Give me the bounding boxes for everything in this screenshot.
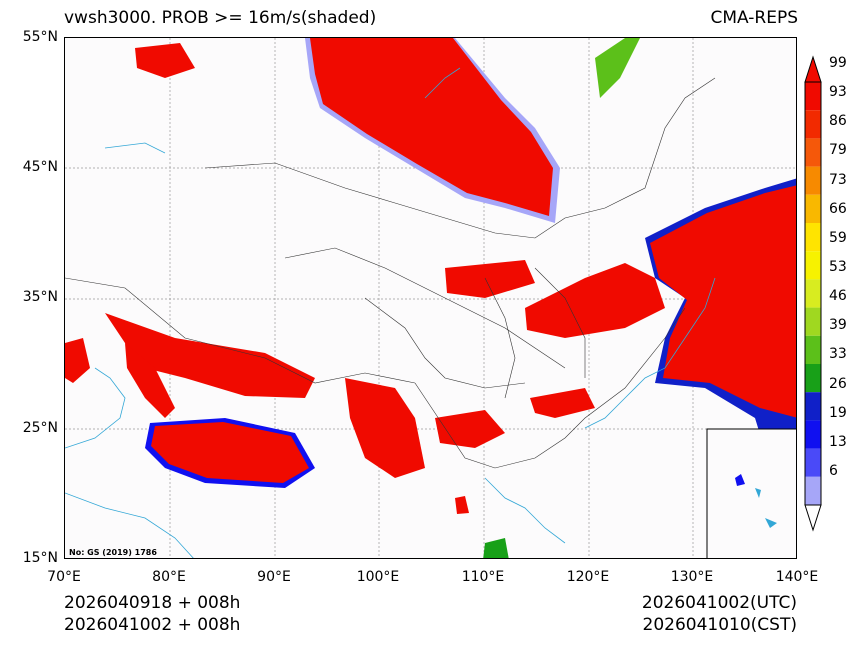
colorbar-label: 46 bbox=[829, 288, 847, 304]
lon-label: 110°E bbox=[461, 569, 505, 585]
lon-label: 70°E bbox=[47, 569, 81, 585]
colorbar-cell bbox=[805, 138, 821, 167]
colorbar-label: 39 bbox=[829, 317, 847, 333]
colorbar-label: 19 bbox=[829, 405, 847, 421]
colorbar-cell bbox=[805, 194, 821, 223]
colorbar-label: 33 bbox=[829, 346, 847, 362]
colorbar-cell bbox=[805, 335, 821, 364]
colorbar-label: 79 bbox=[829, 142, 847, 158]
lon-label: 80°E bbox=[152, 569, 186, 585]
colorbar-cell bbox=[805, 110, 821, 139]
probability-shading bbox=[65, 38, 796, 558]
lat-label: 25°N bbox=[22, 420, 58, 436]
colorbar-top-arrow bbox=[804, 55, 822, 83]
colorbar-label: 6 bbox=[829, 463, 838, 479]
colorbar-cell bbox=[805, 251, 821, 280]
valid-time-utc: 2026041002(UTC) bbox=[641, 593, 797, 613]
lon-label: 120°E bbox=[566, 569, 610, 585]
colorbar-cell bbox=[805, 392, 821, 421]
colorbar-label: 99 bbox=[829, 55, 847, 71]
colorbar-cell bbox=[805, 307, 821, 336]
colorbar-bottom-arrow bbox=[804, 504, 822, 532]
colorbar-cell bbox=[805, 448, 821, 477]
colorbar-label: 66 bbox=[829, 201, 847, 217]
lon-label: 140°E bbox=[775, 569, 819, 585]
colorbar-cell bbox=[805, 166, 821, 195]
lat-label: 45°N bbox=[22, 159, 58, 175]
south-china-sea-inset bbox=[706, 428, 796, 558]
colorbar-label: 59 bbox=[829, 230, 847, 246]
init-time-line2: 2026041002 + 008h bbox=[64, 615, 241, 635]
colorbar-label: 13 bbox=[829, 434, 847, 450]
init-time-line1: 2026040918 + 008h bbox=[64, 593, 241, 613]
map-title-left: vwsh3000. PROB >= 16m/s(shaded) bbox=[64, 8, 377, 28]
lon-label: 130°E bbox=[670, 569, 714, 585]
map-canvas bbox=[65, 38, 796, 558]
lon-label: 100°E bbox=[356, 569, 400, 585]
colorbar-cell bbox=[805, 223, 821, 252]
colorbar-cell bbox=[805, 420, 821, 449]
colorbar-label: 86 bbox=[829, 113, 847, 129]
map-panel bbox=[64, 37, 797, 559]
lat-label: 15°N bbox=[22, 550, 58, 566]
colorbar-cell bbox=[805, 364, 821, 393]
colorbar-label: 93 bbox=[829, 84, 847, 100]
lon-label: 90°E bbox=[257, 569, 291, 585]
colorbar-cell bbox=[805, 279, 821, 308]
colorbar-cells bbox=[805, 82, 821, 505]
map-title-right: CMA-REPS bbox=[710, 8, 798, 28]
boundaries bbox=[65, 77, 716, 469]
lat-label: 55°N bbox=[22, 29, 58, 45]
colorbar-cell bbox=[805, 476, 821, 505]
colorbar-label: 53 bbox=[829, 259, 847, 275]
coastlines bbox=[65, 67, 716, 558]
lat-label: 35°N bbox=[22, 289, 58, 305]
map-approval-note: No: GS (2019) 1786 bbox=[69, 548, 157, 557]
valid-time-cst: 2026041010(CST) bbox=[642, 615, 797, 635]
colorbar-label: 26 bbox=[829, 376, 847, 392]
colorbar-label: 73 bbox=[829, 172, 847, 188]
colorbar-cell bbox=[805, 82, 821, 111]
